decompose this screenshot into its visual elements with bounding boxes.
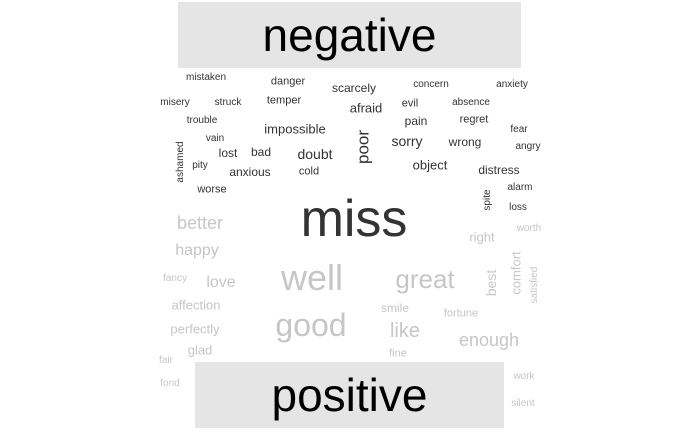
word-scarcely: scarcely (331, 81, 377, 95)
word-cold: cold (298, 165, 320, 178)
word-pity: pity (192, 160, 208, 171)
word-fear: fear (510, 124, 528, 135)
word-sorry: sorry (391, 133, 423, 149)
word-well: well (280, 257, 344, 298)
word-concern: concern (413, 79, 449, 90)
word-distress: distress (478, 163, 520, 177)
negative-header: negative (178, 2, 521, 68)
word-affection: affection (171, 297, 221, 313)
word-loss: loss (509, 202, 527, 213)
word-doubt: doubt (297, 146, 333, 162)
word-happy: happy (175, 242, 219, 259)
word-satisfied: satisfied (529, 266, 540, 304)
word-absence: absence (452, 97, 490, 108)
positive-header-label: positive (271, 369, 428, 421)
positive-header: positive (195, 362, 504, 428)
word-right: right (469, 229, 495, 245)
word-worse: worse (197, 183, 227, 196)
negative-header-label: negative (262, 9, 437, 61)
word-impossible: impossible (264, 121, 326, 137)
word-poor: poor (353, 129, 373, 165)
word-pain: pain (404, 114, 428, 128)
word-spite: spite (482, 189, 493, 211)
word-fond: fond (160, 378, 180, 389)
word-anxious: anxious (229, 165, 271, 179)
word-alarm: alarm (507, 182, 533, 193)
word-enough: enough (458, 330, 520, 350)
word-evil: evil (401, 97, 419, 110)
word-mistaken: mistaken (185, 72, 227, 83)
word-ashamed: ashamed (175, 141, 186, 183)
word-fancy: fancy (163, 273, 187, 284)
word-lost: lost (218, 146, 238, 160)
word-love: love (206, 274, 236, 291)
word-good: good (275, 307, 347, 343)
word-angry: angry (515, 141, 541, 152)
word-afraid: afraid (349, 100, 383, 116)
word-anxiety: anxiety (496, 79, 528, 90)
word-wrong: wrong (448, 135, 482, 149)
word-object: object (412, 157, 448, 173)
word-fair: fair (159, 355, 173, 366)
word-comfort: comfort (508, 251, 524, 295)
word-great: great (395, 264, 455, 294)
word-danger: danger (270, 75, 306, 88)
word-bad: bad (250, 145, 272, 159)
word-best: best (483, 269, 499, 297)
word-trouble: trouble (186, 115, 218, 126)
word-smile: smile (380, 301, 410, 315)
word-better: better (176, 213, 224, 233)
word-worth: worth (516, 223, 542, 234)
word-like: like (389, 320, 421, 342)
word-misery: misery (160, 97, 190, 108)
word-fortune: fortune (443, 307, 479, 320)
word-regret: regret (459, 113, 489, 126)
word-temper: temper (266, 94, 302, 107)
word-silent: silent (511, 398, 535, 409)
word-miss: miss (300, 190, 408, 248)
word-vain: vain (205, 133, 225, 144)
word-glad: glad (187, 342, 213, 358)
word-fine: fine (389, 347, 407, 360)
word-perfectly: perfectly (170, 321, 220, 337)
word-work: work (513, 371, 535, 382)
word-struck: struck (214, 97, 242, 108)
